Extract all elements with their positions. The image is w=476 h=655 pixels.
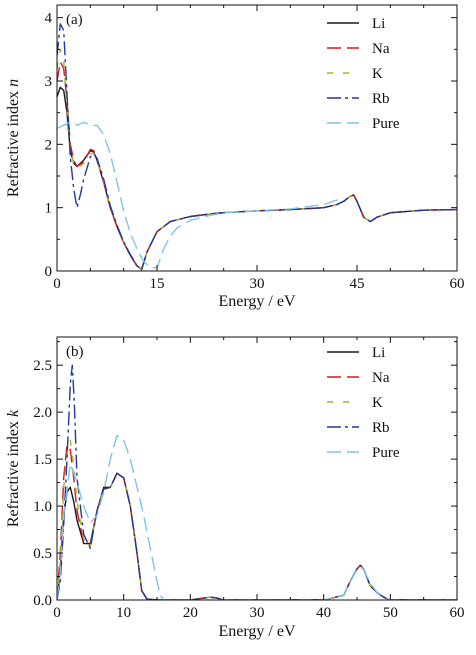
series-line-na <box>57 444 457 600</box>
x-axis-label: Energy / eV <box>218 623 295 640</box>
x-tick-label: 40 <box>316 605 331 621</box>
panel-tag: (a) <box>66 12 83 28</box>
y-tick-label: 1.0 <box>33 499 52 515</box>
legend-label-rb: Rb <box>372 91 390 107</box>
legend-label-li: Li <box>372 16 385 32</box>
y-axis-label: Refractive index k <box>5 409 22 527</box>
x-tick-label: 45 <box>350 276 365 292</box>
series-line-rb <box>57 23 457 270</box>
x-tick-label: 20 <box>183 605 198 621</box>
x-tick-label: 10 <box>116 605 131 621</box>
x-tick-label: 0 <box>53 605 61 621</box>
legend-label-na: Na <box>372 41 390 57</box>
legend-label-li: Li <box>372 345 385 361</box>
chart-panel-a: 0 15 30 45 60 0 1 2 3 4 Energy / eV Refractive inde… <box>5 4 465 310</box>
plot-frame <box>56 4 458 272</box>
series-line-li <box>57 86 457 270</box>
series-line-k <box>57 439 457 600</box>
x-axis-label: Energy / eV <box>218 293 295 310</box>
series-line-rb <box>57 364 457 600</box>
legend-label-k: K <box>372 66 383 82</box>
series-line-na <box>57 61 457 271</box>
legend-label-k: K <box>372 395 383 411</box>
x-tick-label: 30 <box>250 276 265 292</box>
y-tick-label: 1.5 <box>33 452 52 468</box>
chart-panel-b: 0 10 20 30 40 50 60 0.0 0.5 1.0 1.5 2.0 2.5 Energy / … <box>5 336 465 640</box>
legend: Li Na K Rb Pure <box>327 16 400 132</box>
y-tick-label: 2 <box>45 137 53 153</box>
series-line-k <box>57 48 457 270</box>
y-tick-label: 2.0 <box>33 405 52 421</box>
x-tick-label: 30 <box>250 605 265 621</box>
y-tick-label: 3 <box>45 74 53 90</box>
y-axis-label: Refractive index n <box>5 79 22 197</box>
y-tick-label: 4 <box>45 11 53 27</box>
x-tick-label: 0 <box>53 276 61 292</box>
x-tick-label: 60 <box>450 605 465 621</box>
y-tick-label: 0.0 <box>33 593 52 609</box>
x-tick-label: 50 <box>383 605 398 621</box>
legend: Li Na K Rb Pure <box>327 345 400 461</box>
x-tick-label: 15 <box>150 276 165 292</box>
plot-frame <box>56 336 458 601</box>
y-tick-label: 0.5 <box>33 546 52 562</box>
series-line-pure <box>57 121 344 269</box>
y-tick-label: 1 <box>45 201 53 217</box>
series-line-li <box>57 472 457 600</box>
legend-label-pure: Pure <box>372 445 400 461</box>
y-tick-label: 2.5 <box>33 358 52 374</box>
legend-label-pure: Pure <box>372 116 400 132</box>
x-tick-label: 60 <box>450 276 465 292</box>
legend-label-rb: Rb <box>372 420 390 436</box>
y-tick-label: 0 <box>45 264 53 280</box>
legend-label-na: Na <box>372 370 390 386</box>
panel-tag: (b) <box>66 344 84 360</box>
